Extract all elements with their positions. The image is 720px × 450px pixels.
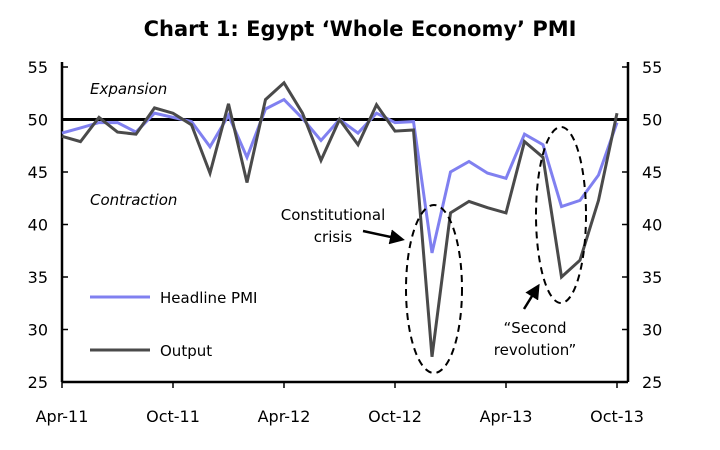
legend-headline-label: Headline PMI <box>160 289 257 307</box>
y-tick-label-left: 50 <box>28 111 48 130</box>
contraction-label: Contraction <box>90 191 177 209</box>
y-tick-label-right: 45 <box>642 163 662 182</box>
second-revolution-label-1: “Second <box>504 319 567 337</box>
y-tick-label-left: 25 <box>28 373 48 392</box>
y-tick-label-right: 25 <box>642 373 662 392</box>
y-tick-label-right: 55 <box>642 58 662 77</box>
legend-output-label: Output <box>160 342 212 360</box>
constitutional-label-2: crisis <box>314 228 353 246</box>
y-tick-label-right: 50 <box>642 111 662 130</box>
x-tick-label: Apr-11 <box>36 407 89 426</box>
y-tick-label-left: 55 <box>28 58 48 77</box>
constitutional-label-1: Constitutional <box>281 206 386 224</box>
y-tick-label-left: 30 <box>28 321 48 340</box>
expansion-label: Expansion <box>90 80 167 98</box>
y-tick-label-left: 40 <box>28 216 48 235</box>
x-tick-label: Oct-11 <box>146 407 200 426</box>
constitutional-arrow <box>363 231 400 239</box>
y-tick-label-right: 40 <box>642 216 662 235</box>
x-tick-label: Apr-13 <box>480 407 533 426</box>
y-tick-label-right: 30 <box>642 321 662 340</box>
second-revolution-arrow <box>524 288 537 309</box>
y-tick-label-right: 35 <box>642 268 662 287</box>
second-revolution-label-2: revolution” <box>494 341 576 359</box>
x-tick-label: Apr-12 <box>258 407 311 426</box>
y-tick-label-left: 35 <box>28 268 48 287</box>
chart-title: Chart 1: Egypt ‘Whole Economy’ PMI <box>144 17 577 41</box>
y-tick-label-left: 45 <box>28 163 48 182</box>
x-tick-label: Oct-13 <box>590 407 644 426</box>
x-tick-label: Oct-12 <box>368 407 422 426</box>
